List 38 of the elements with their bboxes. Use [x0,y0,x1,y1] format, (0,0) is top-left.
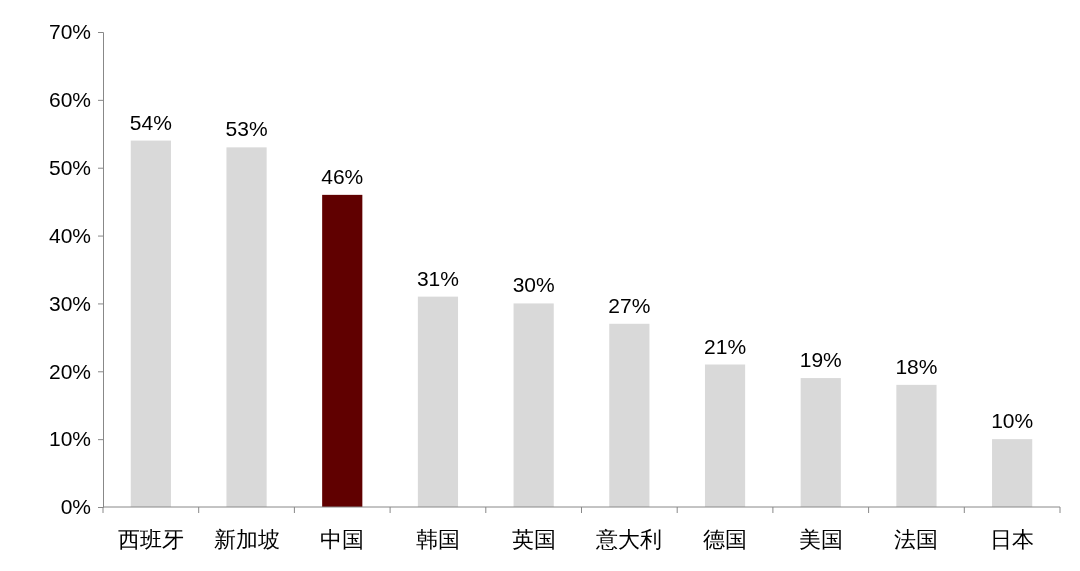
y-tick-label: 50% [48,155,91,179]
bar [896,384,937,507]
x-tick-label: 中国 [320,527,365,552]
bar [226,147,267,507]
data-label: 46% [321,164,364,188]
x-tick-label: 法国 [894,527,939,552]
bar [609,323,650,507]
bar [130,140,171,507]
x-tick-label: 意大利 [595,527,663,552]
y-tick-label: 10% [48,427,91,451]
y-tick-label: 0% [60,495,91,519]
data-label: 18% [895,354,938,378]
bar [322,194,363,507]
data-label: 30% [512,273,555,297]
bar [704,364,746,507]
y-tick-label: 70% [48,20,91,44]
bar [513,303,554,507]
data-label: 19% [799,348,842,372]
data-label: 27% [608,293,651,317]
x-tick-label: 德国 [703,527,748,552]
data-label: 10% [991,409,1034,433]
data-label: 21% [704,334,747,358]
x-tick-label: 新加坡 [213,527,280,552]
bar [992,439,1033,507]
y-tick-label: 30% [48,291,91,315]
y-tick-label: 60% [48,88,91,112]
x-tick-label: 韩国 [415,527,460,552]
data-label: 54% [129,110,172,134]
x-tick-label: 英国 [511,527,556,552]
y-tick-label: 20% [48,359,91,383]
x-tick-label: 日本 [990,527,1035,552]
y-tick-label: 40% [48,223,91,247]
x-tick-label: 美国 [798,527,843,552]
data-label: 53% [225,117,268,141]
bar [417,296,459,507]
x-tick-label: 西班牙 [117,527,184,552]
bar [800,378,841,507]
data-label: 31% [416,266,459,290]
